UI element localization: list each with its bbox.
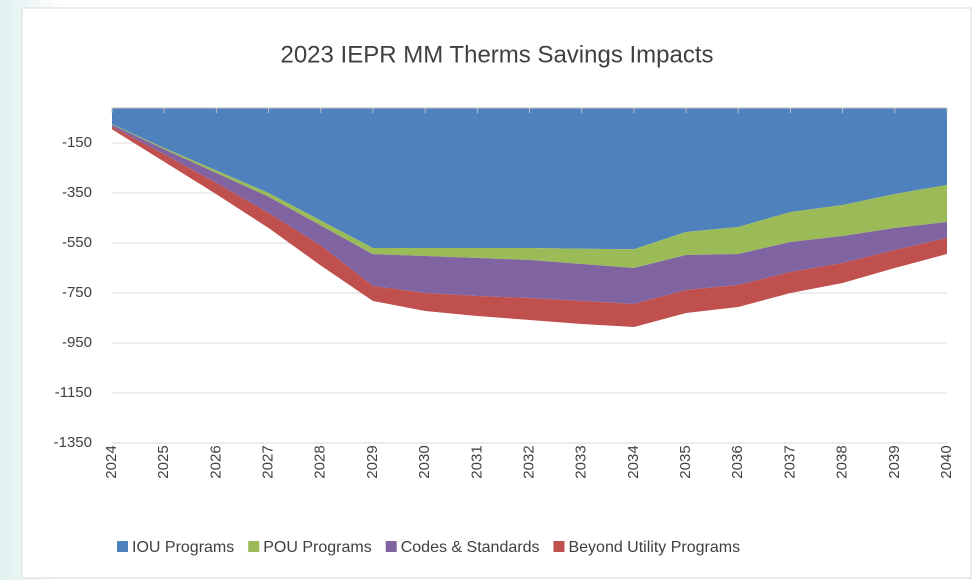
x-tick-label: 2030 xyxy=(416,445,433,478)
y-tick-label: -1150 xyxy=(55,384,92,401)
x-tick-label: 2029 xyxy=(364,445,381,478)
x-tick-label: 2037 xyxy=(781,445,798,478)
legend-label: POU Programs xyxy=(263,539,371,556)
y-tick-label: -750 xyxy=(62,284,92,301)
x-tick-label: 2028 xyxy=(312,445,329,478)
area xyxy=(112,124,947,304)
x-tick-label: 2040 xyxy=(938,445,955,478)
legend-label: Beyond Utility Programs xyxy=(568,539,740,556)
area xyxy=(112,124,947,268)
plot-area xyxy=(112,108,947,327)
area xyxy=(112,126,947,327)
legend-label: Codes & Standards xyxy=(401,539,540,556)
x-tick-label: 2024 xyxy=(103,445,120,478)
legend-swatch xyxy=(385,541,397,552)
legend-swatch xyxy=(248,541,260,552)
y-tick-label: -350 xyxy=(62,184,92,201)
y-tick-label: -1350 xyxy=(54,434,92,451)
legend-label: IOU Programs xyxy=(132,539,234,556)
chart-title: 2023 IEPR MM Therms Savings Impacts xyxy=(280,41,713,68)
x-tick-label: 2035 xyxy=(677,445,694,478)
x-tick-label: 2034 xyxy=(625,445,642,478)
y-tick-label: -150 xyxy=(62,134,92,151)
y-tick-label: -550 xyxy=(62,234,92,251)
legend-swatch xyxy=(553,541,565,552)
x-tick-label: 2036 xyxy=(729,445,746,478)
x-tick-label: 2032 xyxy=(520,445,537,478)
x-tick-label: 2025 xyxy=(155,445,172,478)
legend-swatch xyxy=(117,541,128,552)
x-tick-label: 2026 xyxy=(207,445,224,478)
area xyxy=(112,108,947,250)
x-tick-label: 2033 xyxy=(573,445,590,478)
x-tick-label: 2027 xyxy=(260,445,277,478)
x-tick-label: 2038 xyxy=(834,445,851,478)
y-tick-label: -950 xyxy=(62,334,92,351)
x-tick-label: 2031 xyxy=(468,445,485,478)
x-tick-label: 2039 xyxy=(886,445,903,478)
